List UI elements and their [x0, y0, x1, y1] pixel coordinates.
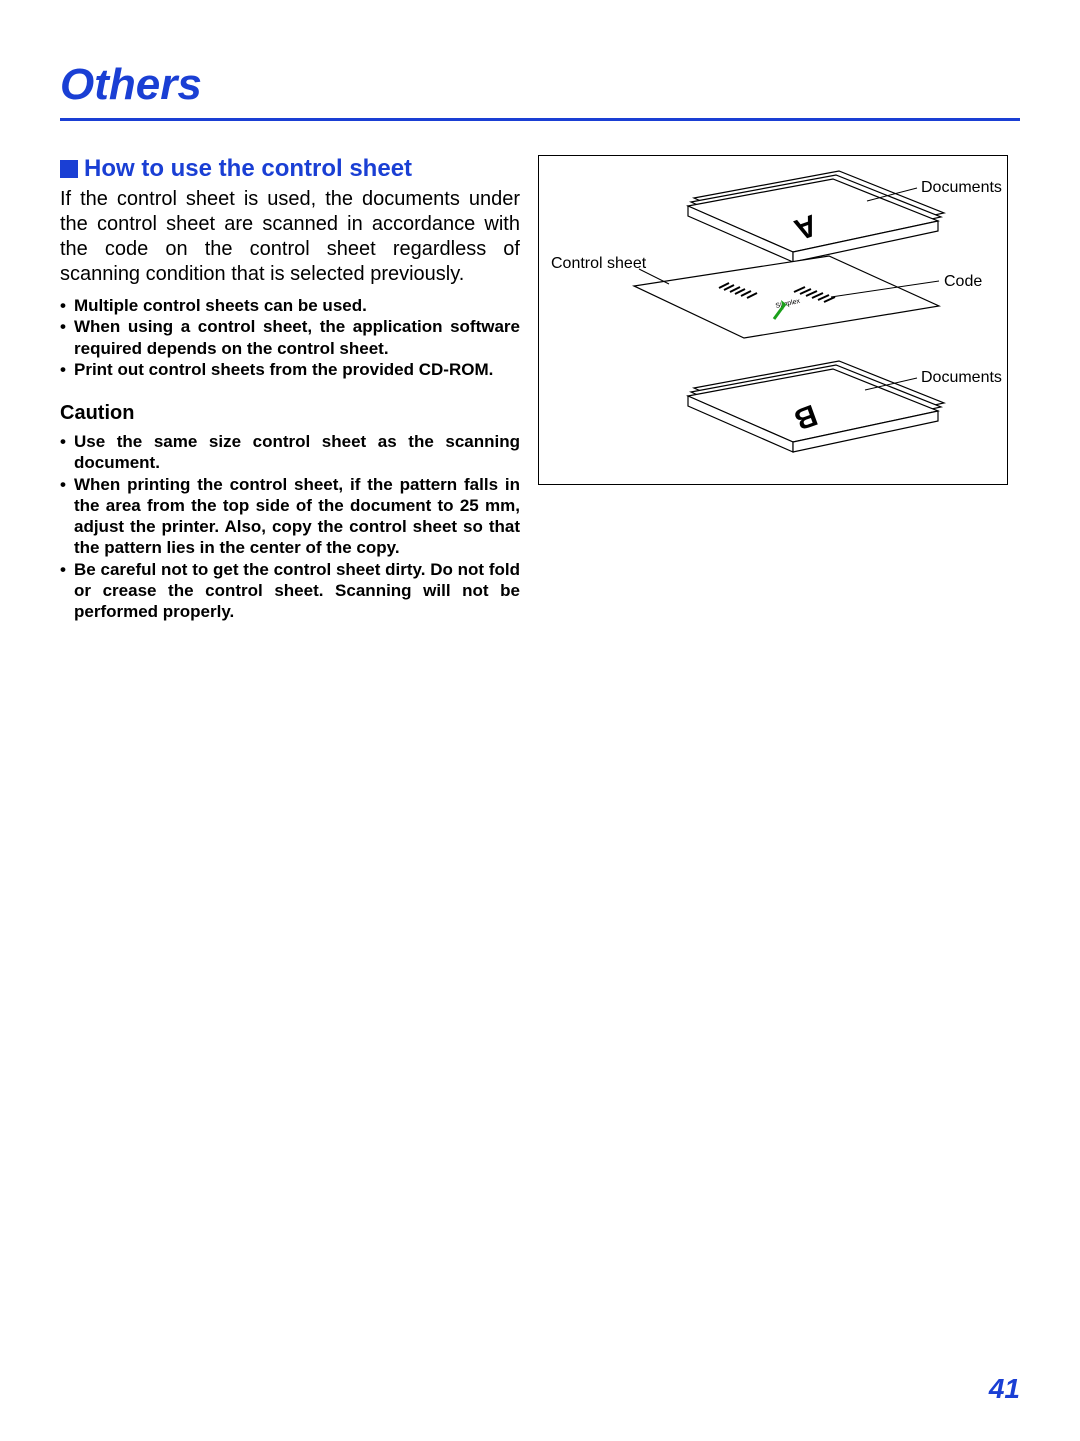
caution-list: Use the same size control sheet as the s… [60, 431, 520, 622]
document-stack-a: A [688, 171, 944, 262]
chapter-title: Others [60, 60, 1020, 110]
section-heading-text: How to use the control sheet [84, 155, 412, 183]
label-control-sheet: Control sheet [551, 255, 647, 272]
notes-list: Multiple control sheets can be used. Whe… [60, 295, 520, 380]
label-documents-bottom: Documents [921, 369, 1002, 386]
label-code: Code [944, 273, 982, 290]
list-item: Use the same size control sheet as the s… [60, 431, 520, 474]
intro-paragraph: If the control sheet is used, the docume… [60, 187, 520, 287]
control-sheet: Simplex [634, 256, 939, 338]
list-item: Multiple control sheets can be used. [60, 295, 520, 316]
left-column: How to use the control sheet If the cont… [60, 155, 520, 636]
list-item: When using a control sheet, the applicat… [60, 316, 520, 359]
label-documents-top: Documents [921, 179, 1002, 196]
diagram-frame: A [538, 155, 1008, 485]
page-number: 41 [989, 1373, 1020, 1405]
right-column: A [538, 155, 1008, 485]
control-sheet-diagram: A [539, 156, 1009, 486]
square-bullet-icon [60, 160, 78, 178]
section-heading: How to use the control sheet [60, 155, 520, 183]
list-item: Print out control sheets from the provid… [60, 359, 520, 380]
list-item: When printing the control sheet, if the … [60, 474, 520, 559]
horizontal-rule [60, 118, 1020, 121]
list-item: Be careful not to get the control sheet … [60, 559, 520, 623]
document-stack-b: B [688, 361, 944, 452]
caution-heading: Caution [60, 402, 520, 425]
